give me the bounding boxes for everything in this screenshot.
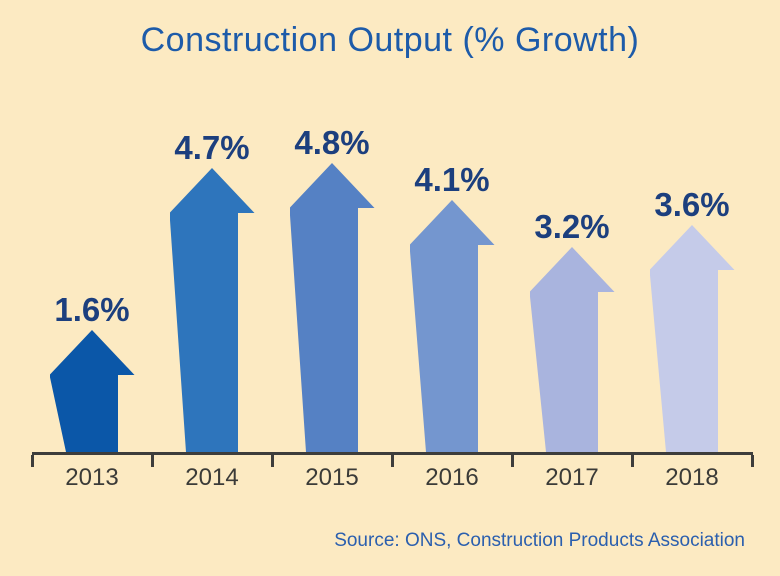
year-label-2017: 2017 xyxy=(545,464,599,491)
axis-tick xyxy=(511,455,514,467)
year-label-2014: 2014 xyxy=(185,464,239,491)
value-label-2015: 4.8% xyxy=(294,124,370,161)
chart-title: Construction Output (% Growth) xyxy=(140,21,640,59)
value-label-2017: 3.2% xyxy=(534,208,610,245)
value-label-2014: 4.7% xyxy=(174,129,250,166)
value-label-2016: 4.1% xyxy=(414,161,490,198)
arrow-bar-2016 xyxy=(409,200,495,452)
arrow-bar-2013 xyxy=(49,330,135,452)
axis-tick xyxy=(151,455,154,467)
source-note: Source: ONS, Construction Products Assoc… xyxy=(334,530,745,551)
value-label-2018: 3.6% xyxy=(654,186,730,223)
value-label-2013: 1.6% xyxy=(54,291,130,328)
axis-tick xyxy=(271,455,274,467)
arrow-bar-2017 xyxy=(529,247,615,452)
arrow-bar-2018 xyxy=(649,225,735,452)
axis-tick xyxy=(391,455,394,467)
year-label-2013: 2013 xyxy=(65,464,119,491)
arrow-bar-2014 xyxy=(169,168,255,452)
year-label-2016: 2016 xyxy=(425,464,479,491)
arrow-bar-2015 xyxy=(289,163,375,452)
axis-tick xyxy=(751,455,754,467)
axis-tick xyxy=(31,455,34,467)
x-axis-line xyxy=(32,452,753,455)
year-label-2015: 2015 xyxy=(305,464,359,491)
axis-tick xyxy=(631,455,634,467)
year-label-2018: 2018 xyxy=(665,464,719,491)
